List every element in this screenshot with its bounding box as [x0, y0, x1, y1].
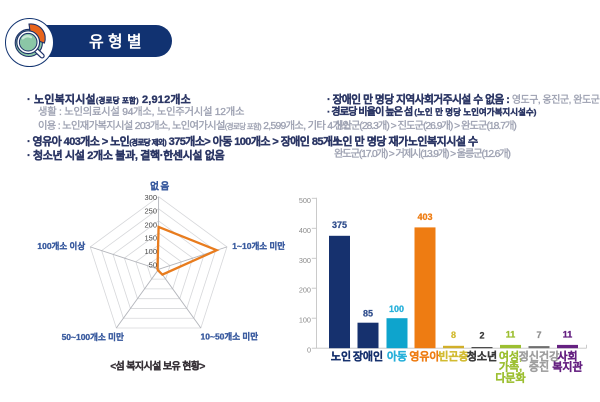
svg-text:정신건강: 정신건강 — [519, 349, 559, 363]
svg-text:403: 403 — [417, 212, 432, 222]
svg-text:500: 500 — [299, 196, 311, 205]
svg-text:85: 85 — [363, 309, 373, 319]
svg-text:여성,: 여성, — [499, 349, 522, 363]
svg-text:50~100개소 미만: 50~100개소 미만 — [62, 332, 124, 342]
svg-text:100: 100 — [144, 247, 157, 256]
svg-text:11: 11 — [506, 329, 516, 339]
svg-text:100: 100 — [389, 304, 404, 314]
svg-text:노인: 노인 — [331, 349, 351, 363]
svg-text:50: 50 — [149, 261, 157, 270]
svg-text:11: 11 — [563, 329, 573, 339]
svg-text:375: 375 — [332, 220, 347, 230]
svg-text:영유아: 영유아 — [409, 349, 440, 363]
svg-text:증진: 증진 — [529, 360, 549, 374]
svg-text:2: 2 — [479, 331, 484, 341]
svg-text:200: 200 — [299, 286, 311, 295]
svg-text:100: 100 — [299, 316, 311, 325]
svg-text:사회: 사회 — [557, 349, 577, 363]
svg-text:7: 7 — [536, 330, 541, 340]
svg-text:150: 150 — [144, 234, 157, 243]
svg-text:1~10개소 미만: 1~10개소 미만 — [232, 241, 285, 251]
svg-text:다문화: 다문화 — [495, 370, 525, 384]
svg-text:<섬 복지시설 보유 현황>: <섬 복지시설 보유 현황> — [110, 360, 205, 373]
svg-text:아동: 아동 — [387, 349, 407, 363]
svg-text:없음: 없음 — [150, 181, 171, 193]
svg-text:200: 200 — [144, 221, 157, 230]
svg-text:300: 300 — [299, 256, 311, 265]
svg-text:100개소 이상: 100개소 이상 — [37, 241, 85, 251]
svg-text:빈곤층: 빈곤층 — [438, 349, 468, 363]
svg-text:장애인: 장애인 — [353, 349, 383, 363]
svg-text:가족,: 가족, — [499, 360, 522, 374]
svg-text:청소년: 청소년 — [467, 349, 497, 363]
svg-text:8: 8 — [451, 330, 456, 340]
svg-text:복지관: 복지관 — [552, 360, 582, 374]
svg-text:10~50개소 미만: 10~50개소 미만 — [201, 332, 259, 342]
svg-text:400: 400 — [299, 226, 311, 235]
svg-text:250: 250 — [144, 207, 157, 216]
svg-text:0: 0 — [307, 346, 311, 355]
svg-text:300: 300 — [144, 193, 157, 202]
